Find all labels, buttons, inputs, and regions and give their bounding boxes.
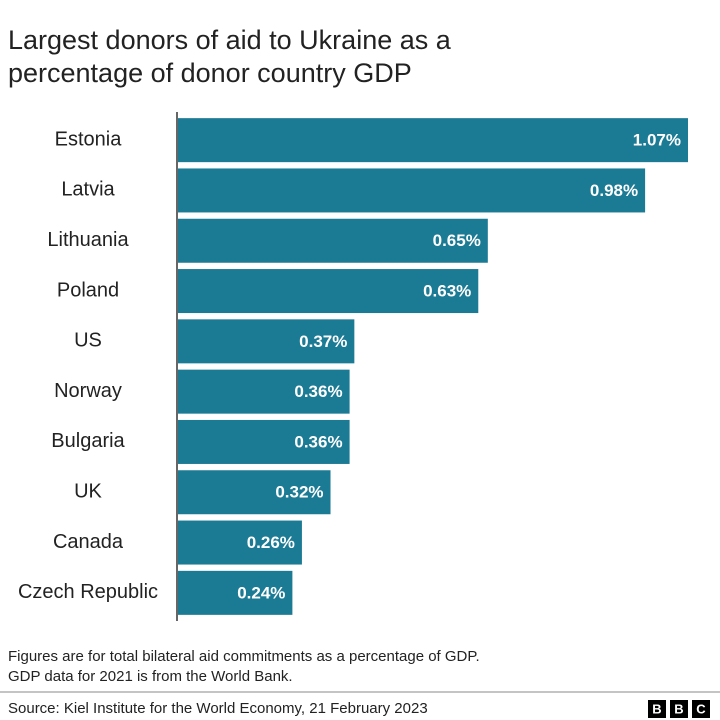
bar	[178, 369, 350, 414]
value-label: 0.63%	[423, 282, 471, 301]
category-label: Canada	[53, 531, 124, 553]
value-label: 0.32%	[275, 483, 323, 502]
bar	[178, 419, 350, 464]
bar	[178, 570, 293, 615]
bar	[178, 168, 646, 213]
value-label: 0.36%	[294, 432, 342, 451]
logo-letter: B	[652, 701, 661, 716]
category-label: Estonia	[55, 128, 123, 150]
category-label: UK	[74, 481, 102, 503]
value-label: 0.37%	[299, 332, 347, 351]
category-label: Norway	[54, 380, 122, 402]
bar	[178, 319, 355, 364]
logo-box	[692, 700, 710, 718]
value-label: 0.98%	[590, 181, 638, 200]
note: GDP data for 2021 is from the World Bank…	[8, 668, 293, 685]
bar	[178, 520, 302, 565]
category-label: Bulgaria	[51, 430, 125, 452]
category-label: US	[74, 330, 102, 352]
category-label: Lithuania	[47, 229, 129, 251]
chart-title: Largest donors of aid to Ukraine as a	[8, 25, 452, 55]
value-label: 0.65%	[433, 231, 481, 250]
bar	[178, 470, 331, 515]
category-label: Poland	[57, 279, 119, 301]
value-label: 1.07%	[633, 131, 681, 150]
note: Figures are for total bilateral aid comm…	[8, 648, 480, 665]
logo-letter: B	[674, 701, 683, 716]
bar	[178, 118, 688, 163]
category-label: Czech Republic	[18, 581, 158, 603]
logo-letter: C	[696, 701, 706, 716]
value-label: 0.36%	[294, 382, 342, 401]
chart-title: percentage of donor country GDP	[8, 58, 412, 88]
logo-box	[648, 700, 666, 718]
value-label: 0.24%	[237, 583, 285, 602]
value-label: 0.26%	[247, 533, 295, 552]
source: Source: Kiel Institute for the World Eco…	[8, 700, 428, 717]
bar	[178, 218, 488, 263]
logo-box	[670, 700, 688, 718]
category-label: Latvia	[61, 179, 115, 201]
logo: B B C	[648, 700, 710, 718]
bar	[178, 269, 479, 314]
